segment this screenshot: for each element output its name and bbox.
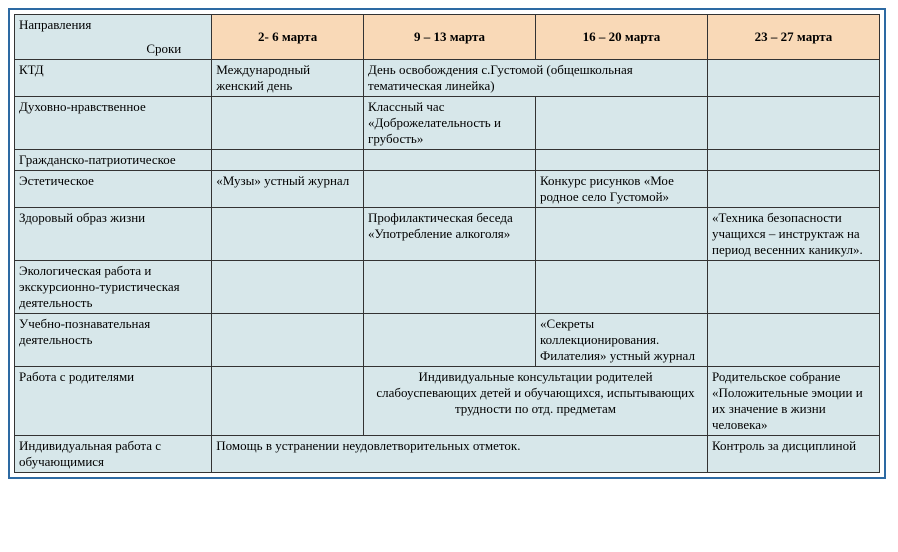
- table-row: Экологическая работа и экскурсионно-тури…: [15, 261, 880, 314]
- document-frame: Направления Сроки 2- 6 марта 9 – 13 март…: [8, 8, 886, 479]
- table-row: Индивидуальная работа с обучающимися Пом…: [15, 436, 880, 473]
- cell-merged: Помощь в устранении неудовлетворительных…: [212, 436, 708, 473]
- direction-label: Гражданско-патриотическое: [15, 150, 212, 171]
- direction-label: Здоровый образ жизни: [15, 208, 212, 261]
- week-header-3: 16 – 20 марта: [536, 15, 708, 60]
- table-row: Работа с родителями Индивидуальные консу…: [15, 367, 880, 436]
- cell: Международный женский день: [212, 60, 364, 97]
- cell: [707, 171, 879, 208]
- cell: [364, 261, 536, 314]
- corner-cell: Направления Сроки: [15, 15, 212, 60]
- cell: [707, 261, 879, 314]
- direction-label: Эстетическое: [15, 171, 212, 208]
- cell: [707, 97, 879, 150]
- cell: [364, 150, 536, 171]
- cell: [707, 150, 879, 171]
- schedule-table: Направления Сроки 2- 6 марта 9 – 13 март…: [14, 14, 880, 473]
- week-header-1: 2- 6 марта: [212, 15, 364, 60]
- cell: Классный час «Доброжелательность и грубо…: [364, 97, 536, 150]
- direction-label: Духовно-нравственное: [15, 97, 212, 150]
- cell: Конкурс рисунков «Мое родное село Густом…: [536, 171, 708, 208]
- direction-label: Экологическая работа и экскурсионно-тури…: [15, 261, 212, 314]
- table-row: КТД Международный женский день День осво…: [15, 60, 880, 97]
- cell: Профилактическая беседа «Употребление ал…: [364, 208, 536, 261]
- table-row: Здоровый образ жизни Профилактическая бе…: [15, 208, 880, 261]
- table-row: Духовно-нравственное Классный час «Добро…: [15, 97, 880, 150]
- table-row: Гражданско-патриотическое: [15, 150, 880, 171]
- cell: [364, 314, 536, 367]
- cell: [707, 60, 879, 97]
- cell: [212, 314, 364, 367]
- header-row: Направления Сроки 2- 6 марта 9 – 13 март…: [15, 15, 880, 60]
- cell: [212, 208, 364, 261]
- cell: [536, 208, 708, 261]
- cell-merged: Индивидуальные консультации родителей сл…: [364, 367, 708, 436]
- cell: [536, 97, 708, 150]
- cell: «Секреты коллекционирования. Филателия» …: [536, 314, 708, 367]
- cell: [707, 314, 879, 367]
- direction-label: Индивидуальная работа с обучающимися: [15, 436, 212, 473]
- corner-label-top: Направления: [19, 17, 91, 33]
- cell: Контроль за дисциплиной: [707, 436, 879, 473]
- cell: [212, 97, 364, 150]
- table-row: Эстетическое «Музы» устный журнал Конкур…: [15, 171, 880, 208]
- direction-label: Работа с родителями: [15, 367, 212, 436]
- direction-label: КТД: [15, 60, 212, 97]
- cell: [212, 150, 364, 171]
- table-row: Учебно-познавательная деятельность «Секр…: [15, 314, 880, 367]
- week-header-4: 23 – 27 марта: [707, 15, 879, 60]
- cell-merged: День освобождения с.Густомой (общешкольн…: [364, 60, 708, 97]
- cell: «Техника безопасности учащихся – инструк…: [707, 208, 879, 261]
- corner-label-bottom: Сроки: [146, 41, 181, 57]
- cell: [212, 261, 364, 314]
- cell: [536, 150, 708, 171]
- direction-label: Учебно-познавательная деятельность: [15, 314, 212, 367]
- cell: [364, 171, 536, 208]
- cell: [212, 367, 364, 436]
- cell: «Музы» устный журнал: [212, 171, 364, 208]
- cell: Родительское собрание «Положительные эмо…: [707, 367, 879, 436]
- cell: [536, 261, 708, 314]
- week-header-2: 9 – 13 марта: [364, 15, 536, 60]
